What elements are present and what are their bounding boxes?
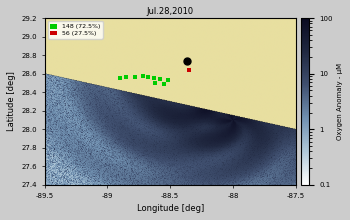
Point bbox=[161, 82, 167, 86]
Y-axis label: Latitude [deg]: Latitude [deg] bbox=[7, 72, 16, 131]
Point bbox=[145, 76, 150, 79]
Point bbox=[158, 77, 163, 81]
Point bbox=[152, 81, 158, 85]
Point bbox=[186, 68, 192, 72]
X-axis label: Longitude [deg]: Longitude [deg] bbox=[136, 204, 204, 213]
Point bbox=[117, 77, 123, 80]
Point bbox=[132, 76, 138, 79]
Title: Jul.28,2010: Jul.28,2010 bbox=[147, 7, 194, 16]
Point bbox=[151, 77, 157, 80]
Y-axis label: Oxygen Anomaly - μM: Oxygen Anomaly - μM bbox=[337, 63, 343, 140]
Legend: 148 (72.5%), 56 (27.5%): 148 (72.5%), 56 (27.5%) bbox=[48, 21, 103, 39]
Point bbox=[165, 78, 170, 82]
Point bbox=[124, 76, 129, 79]
Point bbox=[140, 75, 145, 78]
